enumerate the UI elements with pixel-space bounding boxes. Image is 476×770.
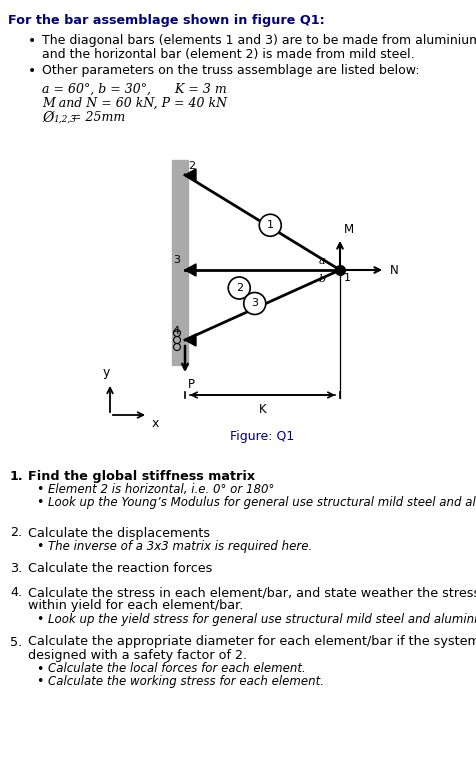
Text: 1: 1 xyxy=(343,273,350,283)
Text: a = 60°, b = 30°,      K = 3 m: a = 60°, b = 30°, K = 3 m xyxy=(42,83,226,96)
Text: 2: 2 xyxy=(235,283,242,293)
Text: 1: 1 xyxy=(266,220,273,230)
Text: •: • xyxy=(36,675,43,688)
Text: 2: 2 xyxy=(188,161,195,171)
Text: •: • xyxy=(28,34,36,48)
Text: Calculate the reaction forces: Calculate the reaction forces xyxy=(28,563,212,575)
Circle shape xyxy=(259,214,281,236)
Text: For the bar assemblage shown in figure Q1:: For the bar assemblage shown in figure Q… xyxy=(8,14,324,27)
Text: y: y xyxy=(102,366,109,379)
Text: Figure: Q1: Figure: Q1 xyxy=(230,430,294,443)
Circle shape xyxy=(243,293,265,314)
Bar xyxy=(172,160,188,365)
Text: = 25mm: = 25mm xyxy=(71,111,125,124)
Text: M: M xyxy=(343,223,353,236)
Text: 1.: 1. xyxy=(10,470,24,483)
Text: Ø: Ø xyxy=(42,111,53,125)
Text: b: b xyxy=(318,274,325,284)
Polygon shape xyxy=(185,334,196,346)
Text: 2.: 2. xyxy=(10,527,22,540)
Text: 3: 3 xyxy=(251,299,258,309)
Text: designed with a safety factor of 2.: designed with a safety factor of 2. xyxy=(28,649,247,662)
Circle shape xyxy=(228,277,250,299)
Text: The diagonal bars (elements 1 and 3) are to be made from aluminium,: The diagonal bars (elements 1 and 3) are… xyxy=(42,34,476,47)
Text: x: x xyxy=(152,417,159,430)
Text: Calculate the displacements: Calculate the displacements xyxy=(28,527,210,540)
Text: Calculate the stress in each element/bar, and state weather the stresses are: Calculate the stress in each element/bar… xyxy=(28,586,476,599)
Text: a: a xyxy=(318,256,325,266)
Text: 5.: 5. xyxy=(10,635,22,648)
Text: M and N = 60 kN, P = 40 kN: M and N = 60 kN, P = 40 kN xyxy=(42,97,227,110)
Text: •: • xyxy=(36,484,43,497)
Polygon shape xyxy=(185,169,196,181)
Text: 4: 4 xyxy=(172,326,179,336)
Text: within yield for each element/bar.: within yield for each element/bar. xyxy=(28,600,243,612)
Text: Look up the Young’s Modulus for general use structural mild steel and aluminium.: Look up the Young’s Modulus for general … xyxy=(48,496,476,509)
Text: •: • xyxy=(36,613,43,626)
Text: P: P xyxy=(188,378,195,391)
Text: N: N xyxy=(389,263,398,276)
Text: 3.: 3. xyxy=(10,563,22,575)
Text: and the horizontal bar (element 2) is made from mild steel.: and the horizontal bar (element 2) is ma… xyxy=(42,48,414,61)
Text: 1,2,3: 1,2,3 xyxy=(53,115,76,124)
Text: •: • xyxy=(36,496,43,509)
Text: •: • xyxy=(36,540,43,553)
Polygon shape xyxy=(185,264,196,276)
Text: •: • xyxy=(36,662,43,675)
Text: Other parameters on the truss assemblage are listed below:: Other parameters on the truss assemblage… xyxy=(42,64,419,77)
Text: 4.: 4. xyxy=(10,586,22,599)
Text: Calculate the working stress for each element.: Calculate the working stress for each el… xyxy=(48,675,323,688)
Text: Calculate the appropriate diameter for each element/bar if the system is to be: Calculate the appropriate diameter for e… xyxy=(28,635,476,648)
Text: 3: 3 xyxy=(173,255,179,265)
Text: The inverse of a 3x3 matrix is required here.: The inverse of a 3x3 matrix is required … xyxy=(48,540,312,553)
Text: K: K xyxy=(258,403,266,416)
Text: Calculate the local forces for each element.: Calculate the local forces for each elem… xyxy=(48,662,305,675)
Text: Element 2 is horizontal, i.e. 0° or 180°: Element 2 is horizontal, i.e. 0° or 180° xyxy=(48,484,274,497)
Text: Find the global stiffness matrix: Find the global stiffness matrix xyxy=(28,470,255,483)
Text: •: • xyxy=(28,64,36,78)
Text: Look up the yield stress for general use structural mild steel and aluminium.: Look up the yield stress for general use… xyxy=(48,613,476,626)
